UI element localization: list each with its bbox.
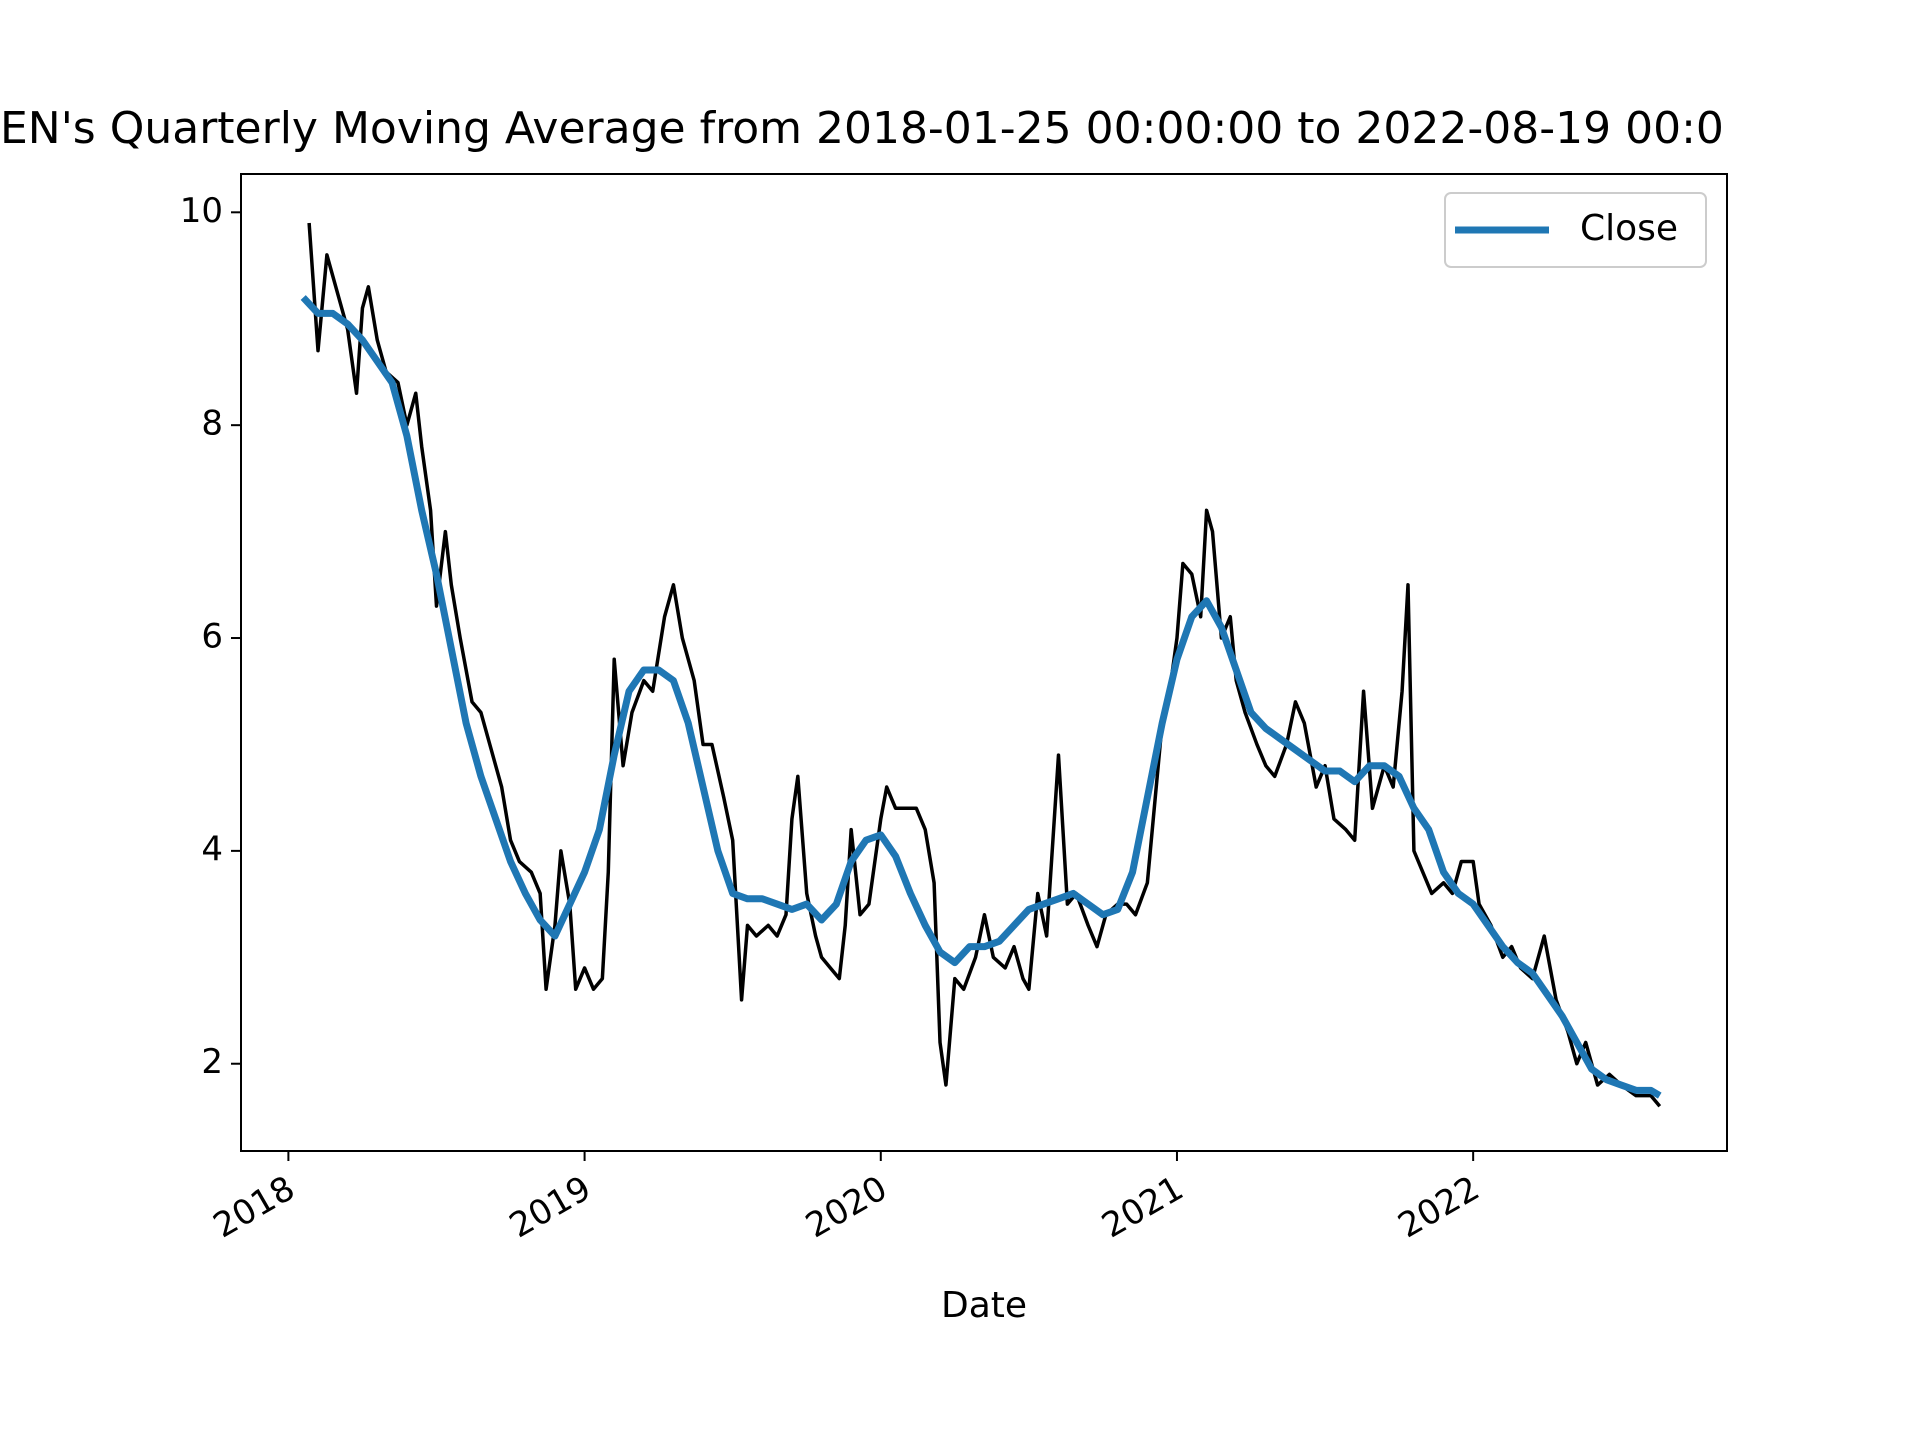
y-tick-label: 2 (201, 1042, 223, 1082)
x-tick-label: 2018 (207, 1168, 302, 1246)
y-tick-label: 8 (201, 404, 223, 444)
legend: Close (1444, 192, 1707, 268)
y-tick-label: 4 (201, 829, 223, 869)
x-tick-label: 2021 (1095, 1168, 1190, 1246)
x-tick-label: 2022 (1391, 1168, 1486, 1246)
x-tick-label: 2019 (503, 1168, 598, 1246)
y-tick-label: 6 (201, 617, 223, 657)
y-tick-label: 10 (180, 191, 223, 231)
x-axis-label: Date (941, 1285, 1027, 1326)
legend-box (1444, 192, 1707, 268)
x-tick-label: 2020 (799, 1168, 894, 1246)
series-line (300, 295, 1662, 1099)
series-line (307, 222, 1662, 1108)
chart-title: EN's Quarterly Moving Average from 2018-… (0, 103, 1724, 154)
axes-frame (240, 173, 1728, 1152)
legend-label: Close (1580, 208, 1678, 249)
